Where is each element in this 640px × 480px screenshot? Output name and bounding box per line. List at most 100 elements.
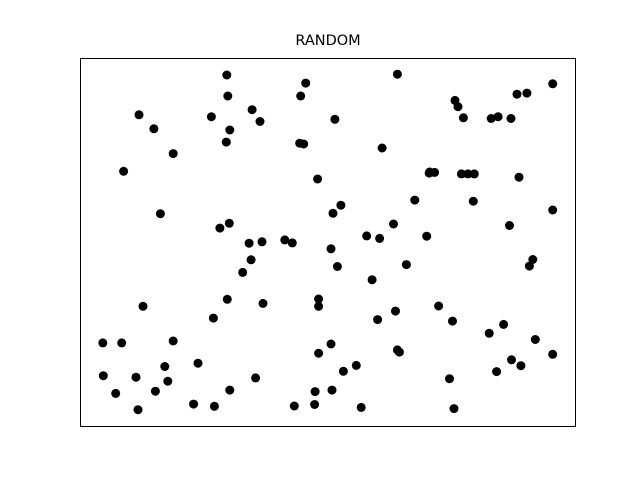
scatter-point <box>209 401 219 411</box>
scatter-point <box>222 294 232 304</box>
scatter-point <box>522 88 532 98</box>
scatter-point <box>246 255 256 265</box>
scatter-point <box>367 275 377 285</box>
scatter-point <box>189 399 199 409</box>
scatter-point <box>255 117 265 126</box>
scatter-point <box>493 112 503 122</box>
scatter-point <box>301 78 311 88</box>
scatter-point <box>314 294 324 304</box>
scatter-point <box>314 301 324 311</box>
scatter-point <box>410 195 420 205</box>
scatter-point <box>373 315 383 325</box>
scatter-point <box>258 298 268 308</box>
scatter-point <box>206 112 216 122</box>
scatter-point <box>155 209 165 219</box>
scatter-point <box>389 219 398 229</box>
scatter-point <box>326 339 336 349</box>
scatter-point <box>356 402 366 412</box>
scatter-point <box>448 316 457 326</box>
scatter-point <box>449 404 459 414</box>
scatter-point <box>548 349 558 359</box>
scatter-point <box>98 371 108 381</box>
scatter-point <box>516 361 526 371</box>
scatter-point <box>499 319 509 329</box>
scatter-point <box>362 231 372 241</box>
scatter-point <box>326 244 336 254</box>
scatter-point <box>163 376 173 386</box>
scatter-point <box>131 372 141 382</box>
scatter-point <box>453 102 463 112</box>
scatter-point <box>193 358 203 368</box>
scatter-point <box>244 238 254 248</box>
scatter-point <box>394 347 404 357</box>
scatter-point <box>134 110 144 120</box>
points-layer <box>98 69 558 415</box>
chart-title: RANDOM <box>295 33 361 49</box>
scatter-point <box>299 139 309 149</box>
scatter-point <box>463 169 473 179</box>
scatter-point <box>247 105 257 115</box>
scatter-point <box>313 174 323 184</box>
scatter-point <box>524 261 534 271</box>
scatter-point <box>506 114 516 123</box>
scatter-point <box>548 79 558 89</box>
scatter-point <box>160 362 170 371</box>
scatter-point <box>208 313 218 323</box>
scatter-point <box>168 149 178 159</box>
scatter-point <box>225 125 235 135</box>
scatter-point <box>512 89 522 99</box>
scatter-point <box>98 338 108 348</box>
scatter-point <box>149 124 159 134</box>
scatter-point <box>287 238 297 248</box>
scatter-point <box>138 301 148 311</box>
scatter-point <box>425 167 435 177</box>
scatter-point <box>548 205 558 215</box>
scatter-point <box>530 335 540 344</box>
scatter-point <box>225 385 235 395</box>
scatter-point <box>468 196 478 206</box>
scatter-point <box>330 114 340 124</box>
scatter-point <box>456 169 466 179</box>
scatter-point <box>445 374 454 384</box>
scatter-point <box>119 166 129 176</box>
scatter-point <box>505 221 514 230</box>
scatter-point <box>111 388 121 398</box>
scatter-point <box>377 143 387 153</box>
scatter-point <box>507 355 516 365</box>
scatter-point <box>332 262 342 271</box>
plot-frame <box>80 58 576 427</box>
scatter-point <box>514 172 524 182</box>
scatter-point <box>310 400 320 409</box>
scatter-point <box>221 137 231 147</box>
scatter-point <box>469 169 479 179</box>
scatter-point <box>222 70 232 80</box>
scatter-point <box>223 91 233 101</box>
scatter-point <box>401 260 411 270</box>
scatter-point <box>458 113 468 123</box>
scatter-point <box>492 367 502 377</box>
scatter-point <box>310 387 320 397</box>
scatter-point <box>296 91 306 101</box>
scatter-point <box>434 301 444 311</box>
scatter-point <box>484 328 494 338</box>
scatter-point <box>280 235 290 245</box>
scatter-point <box>391 306 400 316</box>
scatter-point <box>257 237 267 247</box>
scatter-point <box>328 208 338 218</box>
scatter-point <box>133 405 143 415</box>
scatter-point <box>338 366 348 376</box>
scatter-point <box>251 373 261 383</box>
scatter-point <box>351 360 361 370</box>
scatter-point <box>289 401 299 411</box>
scatter-point <box>336 200 346 210</box>
scatter-point <box>392 69 402 79</box>
scatter-point <box>486 114 496 123</box>
scatter-point <box>117 338 127 348</box>
scatter-point <box>327 385 337 395</box>
scatter-point <box>168 336 178 346</box>
scatter-point <box>238 267 248 277</box>
scatter-point <box>224 218 234 228</box>
scatter-point <box>422 231 432 241</box>
scatter-point <box>314 348 324 358</box>
